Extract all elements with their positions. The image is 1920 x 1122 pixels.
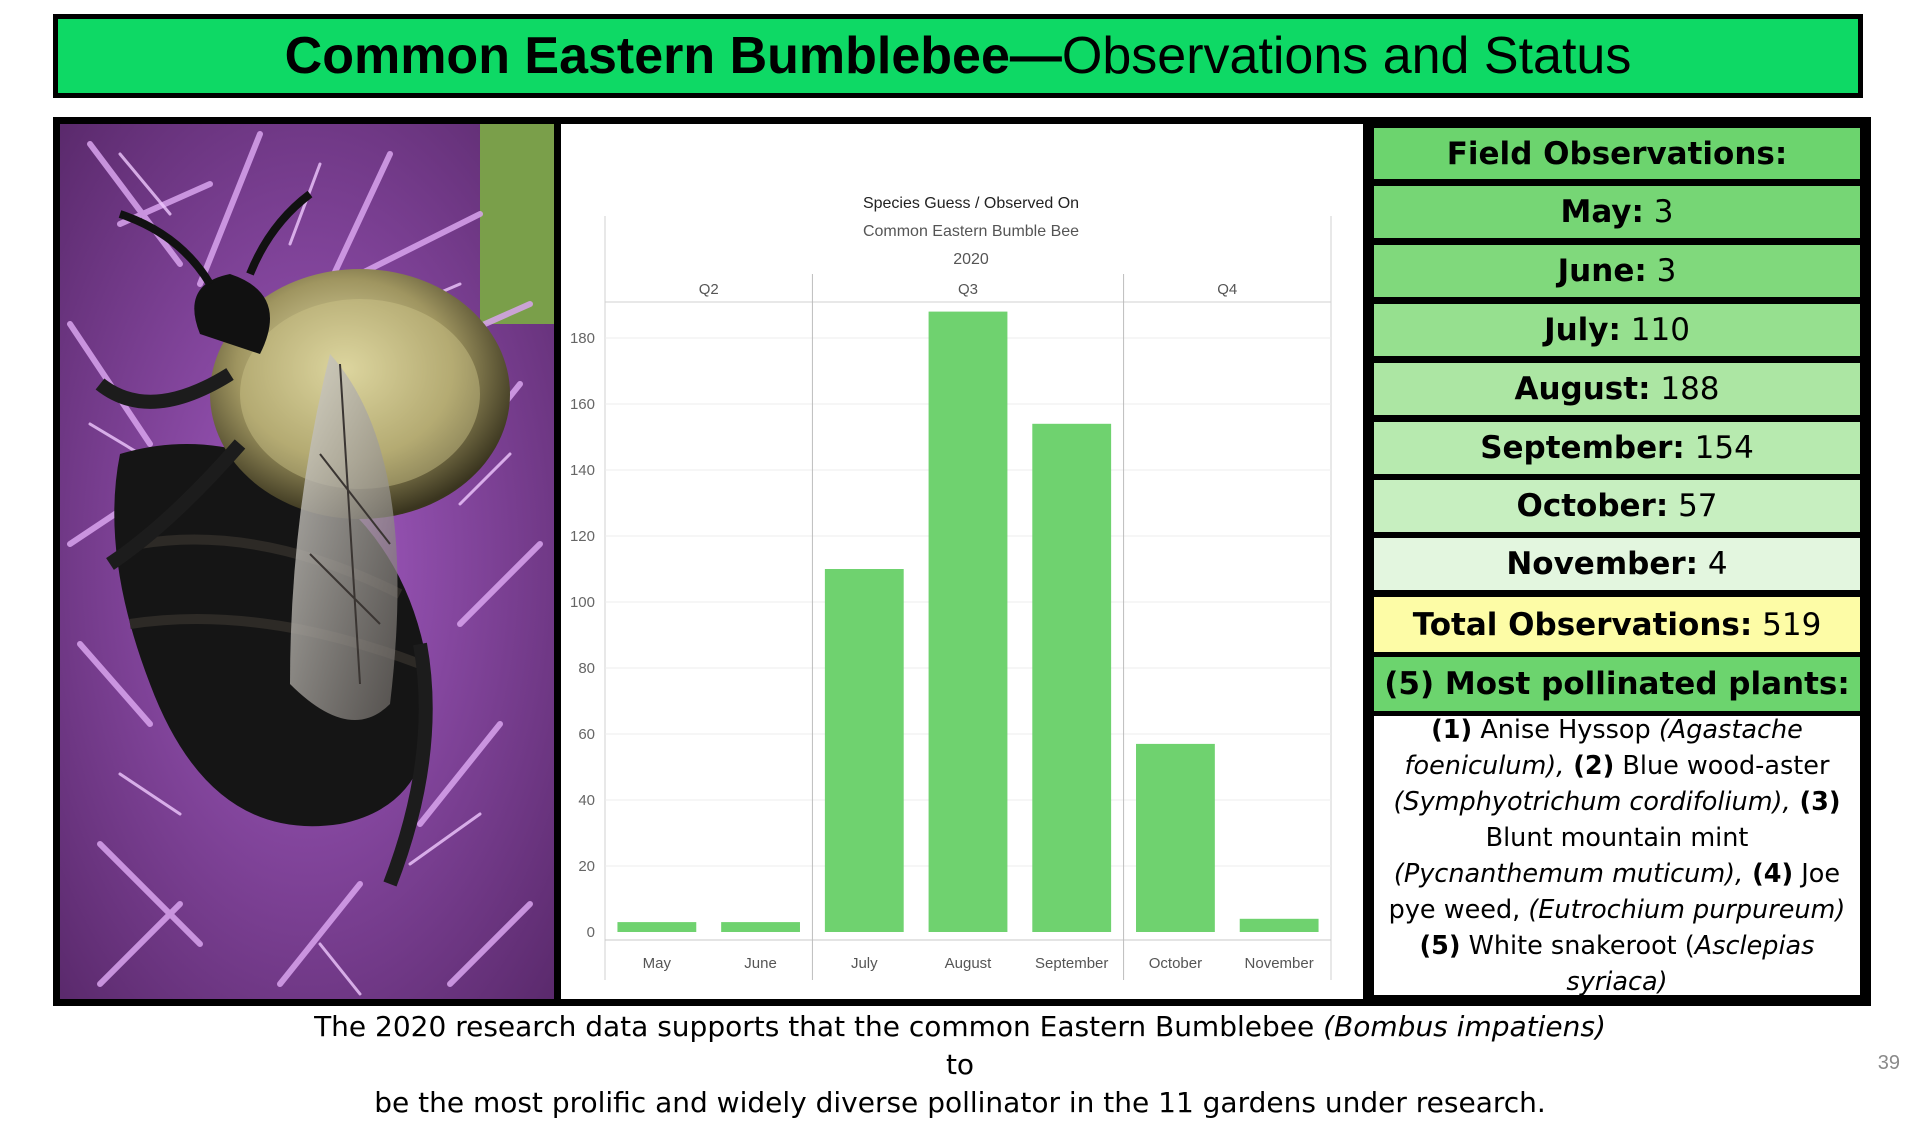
quarter-label: Q3 (958, 281, 978, 298)
plant-latin-name: (Eutrochium purpureum) (1528, 894, 1846, 925)
x-tick-label: November (1245, 955, 1314, 972)
y-tick-label: 20 (578, 858, 595, 875)
field-observations-header: Field Observations: (1374, 128, 1860, 179)
observation-month-value: 57 (1678, 488, 1718, 524)
plant-common-name: White snakeroot ( (1460, 930, 1695, 961)
observation-row-august: August: 188 (1374, 363, 1860, 415)
bar-july (824, 569, 904, 932)
slide-title-rest: Observations and Status (1061, 27, 1632, 85)
pollinated-plants-text: (1) Anise Hyssop (Agastache foeniculum),… (1382, 712, 1852, 1000)
bar-may (617, 922, 697, 932)
y-tick-label: 60 (578, 726, 595, 743)
chart-year-label: 2020 (953, 251, 989, 268)
observation-month-value: 3 (1653, 194, 1674, 230)
observation-month-label: May: (1560, 194, 1644, 230)
observation-month-value: 4 (1707, 546, 1728, 582)
plant-latin-name: Asclepias syriaca) (1566, 930, 1815, 997)
slide-title-bold: Common Eastern Bumblebee— (284, 27, 1062, 85)
y-tick-label: 160 (570, 396, 595, 413)
observation-month-label: September: (1480, 430, 1685, 466)
conclusion-line1-a: The 2020 research data supports that the… (314, 1010, 1324, 1043)
plant-number: (1) (1431, 714, 1473, 745)
plant-number: (3) (1790, 786, 1841, 817)
observation-row-november: November: 4 (1374, 538, 1860, 590)
y-tick-label: 100 (570, 594, 595, 611)
observation-month-value: 188 (1660, 371, 1720, 407)
observation-month-label: June: (1557, 253, 1647, 289)
conclusion-text: The 2020 research data supports that the… (300, 1008, 1620, 1122)
observation-row-may: May: 3 (1374, 186, 1860, 238)
observation-month-label: July: (1544, 312, 1621, 348)
observation-month-value: 3 (1656, 253, 1677, 289)
monthly-observations-bar-chart: Species Guess / Observed On Common Easte… (570, 195, 1332, 980)
bar-october (1136, 743, 1215, 932)
y-tick-label: 120 (570, 528, 595, 545)
observation-month-label: November: (1506, 546, 1699, 582)
bar-september (1032, 423, 1112, 932)
quarter-label: Q4 (1217, 281, 1237, 298)
chart-subtitle: Common Eastern Bumble Bee (863, 223, 1079, 240)
x-tick-label: May (643, 955, 672, 972)
observation-month-label: October: (1516, 488, 1669, 524)
observation-row-july: July: 110 (1374, 304, 1860, 356)
observation-row-september: September: 154 (1374, 422, 1860, 474)
x-tick-label: September (1035, 955, 1108, 972)
conclusion-species-name: (Bombus impatiens) (1323, 1010, 1606, 1043)
plant-number: (5) (1419, 930, 1461, 961)
pollinated-plants-header: (5) Most pollinated plants: (1374, 657, 1860, 711)
x-tick-label: October (1149, 955, 1202, 972)
y-tick-label: 80 (578, 660, 595, 677)
total-observations-label: Total Observations: (1412, 606, 1753, 643)
total-observations-row: Total Observations: 519 (1374, 597, 1860, 652)
plant-common-name: Joe pye weed, (1388, 858, 1841, 925)
bumblebee-on-flower-image (60, 124, 554, 999)
plant-common-name: Blunt mountain mint (1485, 822, 1749, 853)
y-tick-label: 140 (570, 462, 595, 479)
pollinated-plants-header-text: (5) Most pollinated plants: (1384, 666, 1850, 702)
observation-month-value: 110 (1630, 312, 1690, 348)
total-observations-value: 519 (1762, 606, 1822, 643)
pollinated-plants-list: (1) Anise Hyssop (Agastache foeniculum),… (1374, 715, 1860, 997)
field-observations-panel: Field Observations: May: 3 June: 3 July: 1… (1370, 124, 1864, 999)
plant-latin-name: (Symphyotrichum cordifolium), (1393, 786, 1791, 817)
bumblebee-photo (60, 124, 554, 999)
page-number: 39 (1877, 1052, 1900, 1074)
y-tick-label: 180 (570, 330, 595, 347)
field-observations-header-text: Field Observations: (1446, 135, 1788, 172)
bar-november (1239, 918, 1319, 932)
plant-number: (2) (1564, 750, 1615, 781)
conclusion-line1-b: to (945, 1048, 975, 1081)
bar-august (928, 311, 1008, 933)
plant-latin-name: (Agastache foeniculum), (1404, 714, 1803, 781)
observation-month-label: August: (1514, 371, 1651, 407)
observation-month-value: 154 (1694, 430, 1754, 466)
chart-title: Species Guess / Observed On (863, 195, 1079, 212)
bar-june (721, 922, 800, 932)
x-tick-label: August (945, 955, 993, 972)
x-tick-label: June (744, 955, 777, 972)
observation-row-june: June: 3 (1374, 245, 1860, 297)
plant-number: (4) (1743, 858, 1794, 889)
plant-common-name: Blue wood-aster (1614, 750, 1830, 781)
plant-common-name: Anise Hyssop (1472, 714, 1659, 745)
slide-title: Common Eastern Bumblebee— Observations an… (53, 14, 1863, 98)
conclusion-line2: be the most prolific and widely diverse … (374, 1086, 1546, 1119)
quarter-label: Q2 (699, 281, 719, 298)
y-tick-label: 0 (587, 924, 595, 941)
observations-chart-panel: Species Guess / Observed On Common Easte… (561, 124, 1363, 999)
plant-latin-name: (Pycnanthemum muticum), (1393, 858, 1744, 889)
observation-row-october: October: 57 (1374, 480, 1860, 532)
x-tick-label: July (851, 955, 878, 972)
y-tick-label: 40 (578, 792, 595, 809)
